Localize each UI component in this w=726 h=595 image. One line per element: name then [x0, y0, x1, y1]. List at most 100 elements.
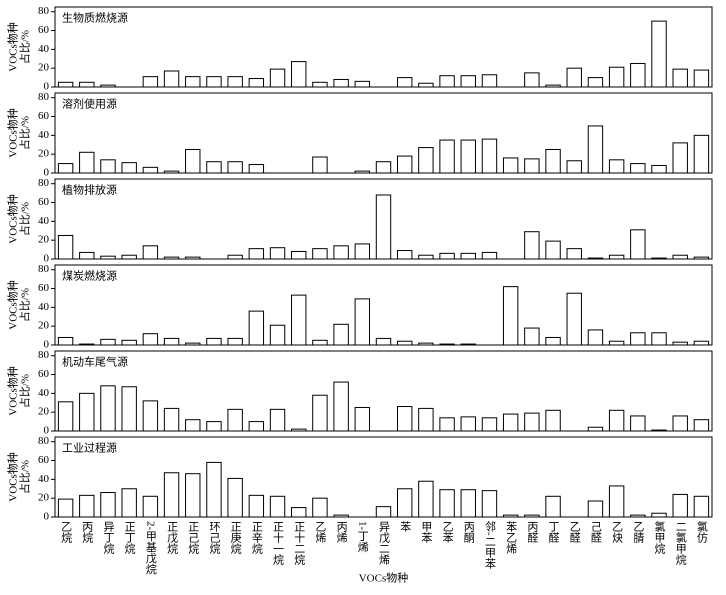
bar [502, 514, 519, 518]
panel-title: 工业过程源 [62, 441, 117, 455]
bar [163, 337, 180, 346]
bar [269, 495, 286, 518]
x-tick-label: 二氯甲烷 [674, 521, 687, 566]
bar [163, 472, 180, 518]
bar [651, 20, 667, 88]
bar [269, 247, 286, 260]
bar [375, 506, 392, 518]
bar [630, 62, 646, 88]
y-tick-label: 40 [38, 215, 50, 227]
panel-title: 溶剂使用源 [62, 97, 117, 111]
bar [460, 75, 476, 88]
bar [439, 75, 455, 88]
x-tick-label: 异丁烷 [102, 521, 115, 555]
bar [587, 329, 604, 346]
bar [57, 498, 74, 518]
bar [566, 248, 582, 260]
y-tick-label: 80 [38, 349, 50, 361]
bar [481, 490, 498, 518]
bar [248, 310, 265, 346]
bar [672, 68, 688, 88]
bar [566, 292, 582, 346]
bar [291, 507, 307, 518]
bar [227, 337, 243, 346]
bar [269, 408, 286, 432]
y-tick-label: 80 [38, 177, 50, 189]
bar [481, 417, 498, 432]
bar [545, 240, 561, 260]
bar [524, 514, 540, 518]
bar [269, 324, 286, 346]
bar [693, 495, 710, 518]
bar [651, 257, 667, 260]
bar [333, 78, 349, 88]
bar [460, 252, 476, 260]
bar [502, 157, 519, 174]
bar [79, 81, 95, 88]
y-tick-label: 20 [38, 320, 50, 332]
panel-title: 煤炭燃烧源 [62, 269, 117, 283]
y-tick-label: 0 [44, 339, 50, 351]
bar [418, 82, 434, 88]
bar [418, 342, 434, 346]
x-tick-label: 氯甲烷 [653, 520, 666, 555]
y-tick-label: 80 [38, 5, 50, 17]
bar [418, 480, 434, 518]
x-tick-label: 丙烷 [81, 521, 94, 544]
bar [333, 245, 349, 260]
bar [333, 381, 349, 432]
bar [439, 343, 455, 346]
bar [57, 401, 74, 432]
bar [142, 166, 159, 174]
y-tick-label: 60 [38, 454, 50, 466]
x-tick-label: 正戊烷 [166, 521, 179, 555]
bar [608, 254, 625, 260]
y-tick-label: 60 [38, 282, 50, 294]
bar [354, 406, 371, 432]
bar [206, 76, 222, 88]
bar [227, 408, 243, 432]
y-axis-label: 占比/% [18, 288, 32, 322]
bar [396, 488, 413, 518]
bar [79, 494, 95, 518]
y-tick-label: 0 [44, 425, 50, 437]
bar [587, 426, 604, 432]
x-tick-label: 1-丁烯 [356, 521, 369, 553]
bar [163, 407, 180, 432]
bar [545, 495, 561, 518]
y-tick-label: 20 [38, 62, 50, 74]
bar [502, 286, 519, 346]
y-tick-label: 40 [38, 473, 50, 485]
y-axis-label: 占比/% [18, 30, 32, 64]
bar [248, 494, 265, 518]
bar [672, 254, 688, 260]
y-axis-label: VOCs物种 [6, 194, 20, 244]
bar [672, 142, 688, 174]
plot-frame [54, 350, 713, 432]
y-tick-label: 60 [38, 196, 50, 208]
bar [651, 164, 667, 174]
bar [291, 294, 307, 346]
bar [248, 78, 265, 88]
bar [672, 415, 688, 432]
bar [312, 497, 328, 518]
panel-title: 生物质燃烧源 [62, 11, 128, 25]
bar [142, 76, 159, 88]
x-tick-label: 己醛 [589, 521, 602, 543]
bar [651, 332, 667, 346]
bar [396, 250, 413, 260]
x-tick-label: 乙苯 [441, 521, 454, 543]
bar [206, 161, 222, 174]
bar [206, 421, 222, 432]
bar [545, 336, 561, 346]
bar [121, 386, 137, 432]
y-tick-label: 40 [38, 129, 50, 141]
bar [333, 514, 349, 518]
y-axis-label: VOCs物种 [6, 366, 20, 416]
bar [630, 229, 646, 260]
y-axis-label: VOCs物种 [6, 280, 20, 330]
x-tick-label: 丙烯 [335, 521, 348, 544]
bar [291, 61, 307, 88]
x-tick-label: 正十一烷 [272, 521, 285, 566]
bar [439, 139, 455, 174]
